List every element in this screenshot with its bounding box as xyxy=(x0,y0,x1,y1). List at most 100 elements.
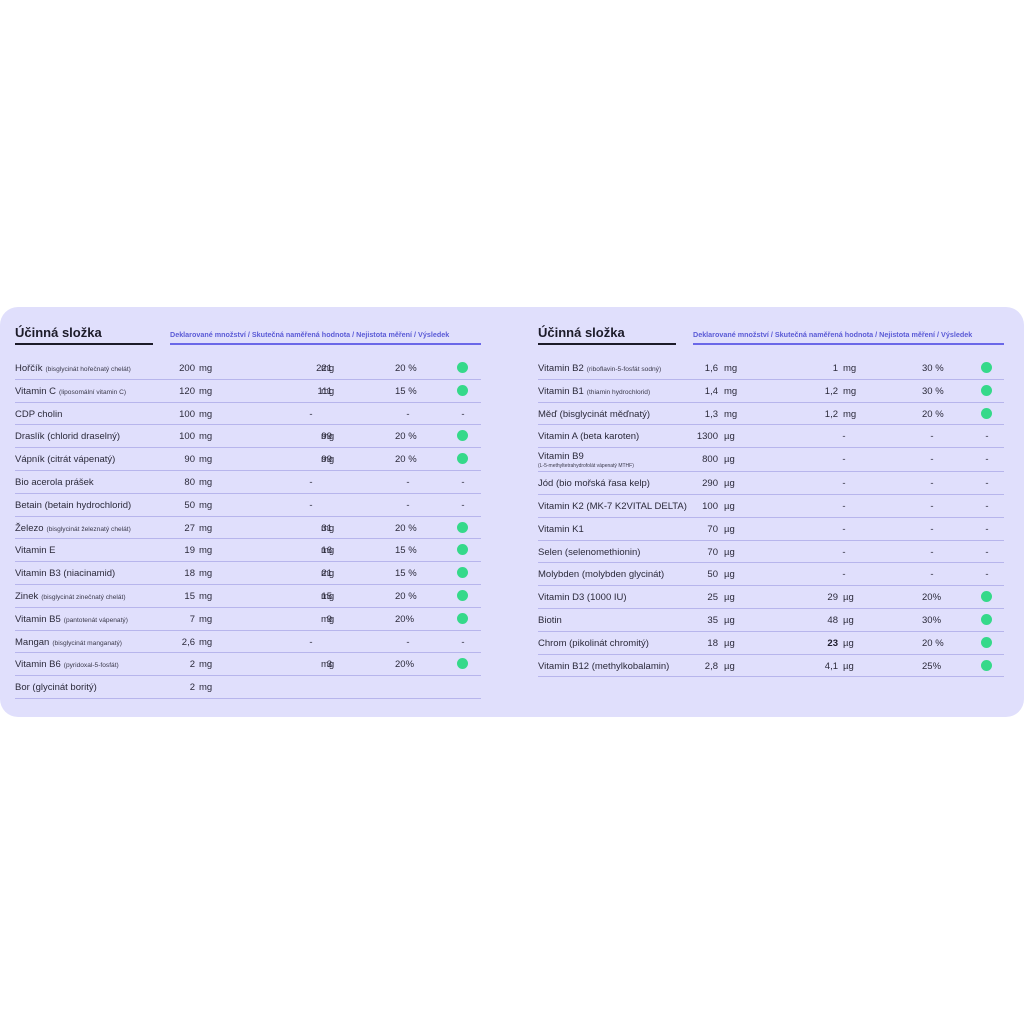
uncertainty: 20 % xyxy=(395,363,417,374)
table-row: Selen (selenomethionin) 70 µg - - - xyxy=(538,541,1004,564)
table-row: Vitamin B12 (methylkobalamin) 2,8 µg 4,1 µg 2… xyxy=(538,655,1004,678)
declared-unit: µg xyxy=(724,546,735,558)
result: - xyxy=(985,454,989,466)
result-ok-icon xyxy=(981,591,992,603)
ingredient-name: Bor (glycinát boritý) xyxy=(15,682,97,693)
result: - xyxy=(461,408,465,420)
uncertainty: - xyxy=(930,478,934,490)
ingredient-name: Hořčík (bisglycinát hořečnatý chelát) xyxy=(15,363,131,374)
result-ok-icon xyxy=(457,384,468,396)
ingredient-label: Vitamin K2 (MK-7 K2VITAL DELTA) xyxy=(538,500,687,512)
result: - xyxy=(985,546,989,558)
declared-unit: mg xyxy=(724,408,738,420)
uncertainty: 25% xyxy=(922,660,942,672)
declared-amount: 7 xyxy=(189,613,195,625)
ingredient-name: Mangan (bisglycinát manganatý) xyxy=(15,637,122,648)
ingredient-label: Biotin xyxy=(538,614,562,626)
measured-value: 99 xyxy=(321,454,332,466)
ingredient-note: (bisglycinát zinečnatý chelát) xyxy=(41,593,126,601)
table-row: Vitamin C (liposomální vitamin C) 120 mg 111… xyxy=(15,380,481,403)
left-rows: Hořčík (bisglycinát hořečnatý chelát) 200 m… xyxy=(15,357,481,699)
measured-unit: mg xyxy=(321,568,335,580)
uncertainty: 20 % xyxy=(395,454,417,466)
measured-value: 111 xyxy=(317,385,332,397)
ingredient-name: Molybden (molybden glycinát) xyxy=(538,569,664,580)
ingredient-label: Mangan xyxy=(15,636,50,648)
ingredient-label: Vitamin D3 (1000 IU) xyxy=(538,592,627,604)
measured-value: 1,2 xyxy=(824,408,838,420)
ingredient-label: Vitamin K1 xyxy=(538,523,584,535)
measured-value: 4,1 xyxy=(824,660,838,672)
declared-amount: 2 xyxy=(189,682,195,694)
ingredient-label: Vitamin B3 (niacinamid) xyxy=(15,568,116,580)
right-rows: Vitamin B2 (riboflavin-5-fosfát sodný) 1,6… xyxy=(538,357,1004,678)
ingredient-note: (bisglycinát manganatý) xyxy=(52,639,122,647)
uncertainty: 20% xyxy=(395,659,415,671)
table-row: Molybden (molybden glycinát) 50 µg - - - xyxy=(538,563,1004,587)
measured-unit: mg xyxy=(321,363,335,374)
table-row: Chrom (pikolinát chromitý) 18 µg 23 µg 20 % xyxy=(538,632,1004,655)
ingredient-label: Selen (selenomethionin) xyxy=(538,546,641,558)
declared-amount: 18 xyxy=(707,637,718,649)
measured-value: 31 xyxy=(321,522,332,534)
declared-amount: 200 xyxy=(179,363,195,374)
declared-unit: mg xyxy=(199,545,213,557)
result-ok-icon xyxy=(457,362,468,373)
measured-value: - xyxy=(842,478,846,490)
uncertainty: - xyxy=(930,569,934,581)
ingredient-name: Vitamin E xyxy=(15,545,55,556)
measured-unit: mg xyxy=(843,385,857,397)
ingredient-name: Vitamin K1 xyxy=(538,524,584,535)
table-row: CDP cholin 100 mg - - - xyxy=(15,403,481,426)
declared-amount: 100 xyxy=(179,431,195,443)
result-ok-icon xyxy=(981,407,992,419)
ingredient-label: Bor (glycinát boritý) xyxy=(15,682,97,694)
result: - xyxy=(985,569,989,581)
measured-unit: mg xyxy=(321,545,335,557)
ingredient-name: Železo (bisglycinát železnatý chelát) xyxy=(15,523,131,534)
declared-unit: µg xyxy=(724,500,735,512)
ingredient-name: Chrom (pikolinát chromitý) xyxy=(538,638,649,649)
declared-amount: 1,3 xyxy=(704,408,718,420)
ingredient-label: Vitamin B9 xyxy=(538,451,584,463)
table-row: Vitamin D3 (1000 IU) 25 µg 29 µg 20% xyxy=(538,586,1004,609)
table-row: Jód (bio mořská řasa kelp) 290 µg - - - xyxy=(538,472,1004,495)
title-underline xyxy=(15,343,153,345)
result-ok-icon xyxy=(981,659,992,671)
column-headers-underline xyxy=(170,343,481,345)
ingredient-name: Zinek (bisglycinát zinečnatý chelát) xyxy=(15,591,126,602)
declared-amount: 2 xyxy=(189,659,195,671)
declared-amount: 2,8 xyxy=(704,660,718,672)
measured-unit: µg xyxy=(843,592,854,604)
uncertainty: 20 % xyxy=(922,637,944,649)
ingredient-label: Vitamin B5 xyxy=(15,613,61,625)
result-ok-icon xyxy=(981,613,992,625)
ingredient-label: Chrom (pikolinát chromitý) xyxy=(538,637,649,649)
ingredient-label: Zinek xyxy=(15,590,39,602)
uncertainty: - xyxy=(930,431,934,443)
column-headers: Deklarované množství / Skutečná naměřená… xyxy=(693,330,973,339)
uncertainty: 15 % xyxy=(395,568,417,580)
uncertainty: 15 % xyxy=(395,545,417,557)
result-ok-icon xyxy=(457,612,468,624)
uncertainty: - xyxy=(406,636,410,648)
measured-unit: µg xyxy=(843,660,854,672)
table-row: Bio acerola prášek 80 mg - - - xyxy=(15,471,481,494)
ingredient-name: Vitamin B3 (niacinamid) xyxy=(15,568,115,579)
table-row: Vitamin B3 (niacinamid) 18 mg 21 mg 15 % xyxy=(15,562,481,585)
ingredient-label: Bio acerola prášek xyxy=(15,476,94,488)
declared-amount: 19 xyxy=(184,545,195,557)
ingredient-label: Jód (bio mořská řasa kelp) xyxy=(538,478,650,490)
measured-value: 21 xyxy=(321,568,332,580)
table-row: Vitamin E 19 mg 16 mg 15 % xyxy=(15,539,481,563)
declared-amount: 1300 xyxy=(696,431,718,443)
table-row: Vitamin B5 (pantotenát vápenatý) 7 mg 9 mg 20% xyxy=(15,608,481,631)
declared-amount: 2,6 xyxy=(181,636,195,648)
ingredient-note: (bisglycinát železnatý chelát) xyxy=(46,525,131,533)
declared-unit: µg xyxy=(724,431,735,443)
ingredient-label: Měď (bisglycinát měďnatý) xyxy=(538,408,650,420)
result: - xyxy=(461,636,465,648)
measured-unit: mg xyxy=(321,454,335,466)
declared-unit: mg xyxy=(199,613,213,625)
measured-value: 221 xyxy=(316,363,332,374)
